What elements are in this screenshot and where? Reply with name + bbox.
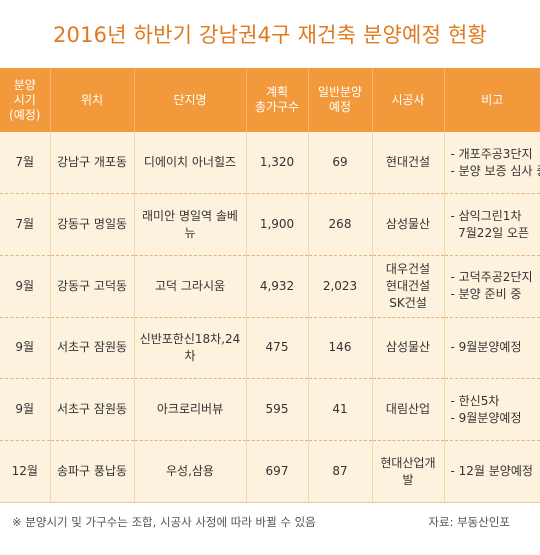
- note-line: 7월22일 오픈: [451, 225, 537, 242]
- note-line: - 9월분양예정: [451, 339, 537, 356]
- cell-location: 송파구 풍납동: [50, 440, 134, 502]
- cell-period: 9월: [0, 317, 50, 379]
- cell-builder: 현대산업개발: [372, 440, 444, 502]
- cell-notes: - 고덕주공2단지- 분양 준비 중: [444, 255, 540, 317]
- cell-total-units: 1,320: [246, 132, 308, 194]
- header-line: 시기: [0, 93, 50, 108]
- cell-notes: - 한신5차- 9월분양예정: [444, 379, 540, 441]
- cell-location: 서초구 잠원동: [50, 379, 134, 441]
- header-line: 분양: [0, 78, 50, 93]
- header-line: 시공사: [373, 93, 444, 108]
- cell-line: SK건설: [377, 295, 440, 312]
- header-location: 위치: [50, 68, 134, 132]
- cell-total-units: 595: [246, 379, 308, 441]
- cell-total-units: 475: [246, 317, 308, 379]
- cell-notes: - 개포주공3단지- 분양 보증 심사 중: [444, 132, 540, 194]
- note-line: - 한신5차: [451, 393, 537, 410]
- cell-complex: 디에이치 아너힐즈: [134, 132, 246, 194]
- cell-total-units: 1,900: [246, 194, 308, 256]
- cell-general-sale: 41: [308, 379, 372, 441]
- cell-location: 강남구 개포동: [50, 132, 134, 194]
- cell-general-sale: 69: [308, 132, 372, 194]
- source-credit: 자료: 부동산인포: [428, 514, 510, 530]
- header-line: (예정): [0, 108, 50, 123]
- cell-complex: 우성,삼용: [134, 440, 246, 502]
- cell-location: 서초구 잠원동: [50, 317, 134, 379]
- note-line: - 삼익그린1차: [451, 208, 537, 225]
- header-line: 계획: [247, 85, 308, 100]
- note-line: - 분양 준비 중: [451, 286, 537, 303]
- header-line: 단지명: [135, 93, 246, 108]
- header-notes: 비고: [444, 68, 540, 132]
- cell-period: 7월: [0, 132, 50, 194]
- cell-complex: 신반포한신18차,24차: [134, 317, 246, 379]
- cell-period: 12월: [0, 440, 50, 502]
- cell-general-sale: 268: [308, 194, 372, 256]
- cell-total-units: 4,932: [246, 255, 308, 317]
- footer: ※ 분양시기 및 가구수는 조합, 시공사 사정에 따라 바뀔 수 있음 자료:…: [0, 502, 540, 555]
- cell-complex: 고덕 그라시움: [134, 255, 246, 317]
- cell-builder: 현대건설: [372, 132, 444, 194]
- cell-location: 강동구 고덕동: [50, 255, 134, 317]
- cell-notes: - 9월분양예정: [444, 317, 540, 379]
- header-line: 일반분양: [309, 85, 372, 100]
- cell-line: 현대건설: [377, 278, 440, 295]
- cell-period: 9월: [0, 255, 50, 317]
- cell-complex: 아크로리버뷰: [134, 379, 246, 441]
- cell-period: 7월: [0, 194, 50, 256]
- cell-total-units: 697: [246, 440, 308, 502]
- cell-notes: - 12월 분양예정: [444, 440, 540, 502]
- cell-location: 강동구 명일동: [50, 194, 134, 256]
- cell-general-sale: 2,023: [308, 255, 372, 317]
- header-line: 위치: [51, 93, 134, 108]
- header-line: 비고: [445, 93, 540, 108]
- cell-notes: - 삼익그린1차 7월22일 오픈: [444, 194, 540, 256]
- note-line: - 9월분양예정: [451, 410, 537, 427]
- footnote: ※ 분양시기 및 가구수는 조합, 시공사 사정에 따라 바뀔 수 있음: [12, 514, 316, 530]
- header-builder: 시공사: [372, 68, 444, 132]
- cell-builder: 대림산업: [372, 379, 444, 441]
- cell-general-sale: 87: [308, 440, 372, 502]
- note-line: - 고덕주공2단지: [451, 269, 537, 286]
- note-line: - 분양 보증 심사 중: [451, 163, 537, 180]
- cell-builder: 삼성물산: [372, 194, 444, 256]
- header-line: 예정: [309, 100, 372, 115]
- page-title: 2016년 하반기 강남권4구 재건축 분양예정 현황: [0, 0, 540, 68]
- cell-line: 대우건설: [377, 261, 440, 278]
- header-line: 총가구수: [247, 100, 308, 115]
- cell-complex: 래미안 명일역 솔베뉴: [134, 194, 246, 256]
- cell-period: 9월: [0, 379, 50, 441]
- cell-builder: 삼성물산: [372, 317, 444, 379]
- note-line: - 12월 분양예정: [451, 463, 537, 480]
- note-line: - 개포주공3단지: [451, 146, 537, 163]
- cell-general-sale: 146: [308, 317, 372, 379]
- header-complex: 단지명: [134, 68, 246, 132]
